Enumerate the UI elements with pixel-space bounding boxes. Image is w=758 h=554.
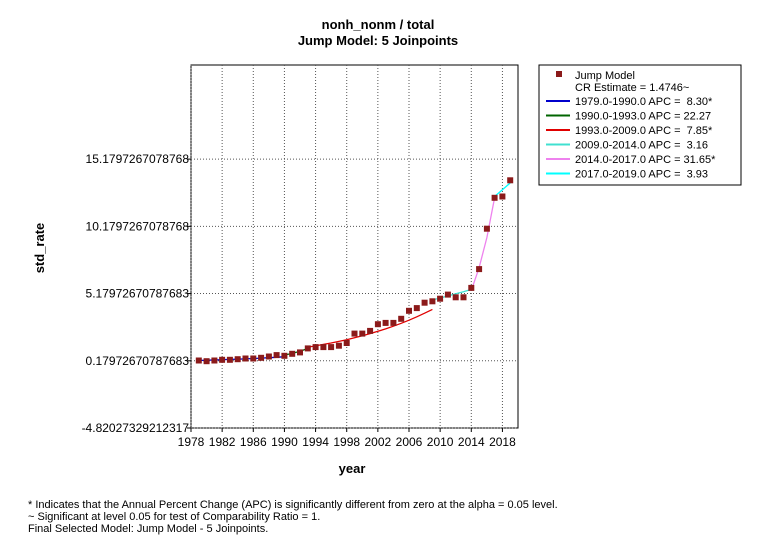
legend-entry: 2009.0-2014.0 APC = 3.16 (575, 140, 708, 152)
data-point (343, 340, 350, 346)
data-point (242, 355, 249, 362)
x-tick-label: 1986 (240, 435, 267, 449)
y-axis-ticks: -4.82027329212317 0.17972670787683 5.17972… (82, 152, 191, 435)
x-tick-label: 1990 (271, 435, 298, 449)
footnote-significance: * Indicates that the Annual Percent Chan… (28, 499, 558, 511)
x-tick-label: 1978 (178, 435, 205, 449)
footnote-final-model: Final Selected Model: Jump Model - 5 Joi… (28, 523, 269, 535)
chart-title: nonh_nonm / total (322, 17, 435, 32)
observed-markers (195, 177, 514, 365)
data-point (289, 350, 296, 357)
legend-entry: 2014.0-2017.0 APC = 31.65* (575, 154, 716, 166)
x-tick-label: 2006 (396, 435, 423, 449)
x-tick-label: 1998 (333, 435, 360, 449)
series-line (470, 197, 496, 291)
x-tick-label: 2018 (489, 435, 516, 449)
data-point (265, 353, 272, 360)
y-tick-label: 15.1797267078768 (86, 152, 190, 166)
data-point (351, 330, 358, 337)
data-point (460, 294, 467, 301)
y-tick-label: 0.17972670787683 (86, 354, 190, 368)
legend-entry: 2017.0-2019.0 APC = 3.93 (575, 169, 708, 181)
data-point (499, 193, 506, 200)
data-point (491, 194, 498, 201)
data-point (421, 299, 428, 306)
footnotes: * Indicates that the Annual Percent Chan… (28, 499, 558, 535)
footnote-comparability: ~ Significant at level 0.05 for test of … (28, 511, 321, 523)
data-point (320, 344, 327, 351)
x-tick-label: 2010 (427, 435, 454, 449)
series-line (284, 347, 309, 356)
x-tick-label: 2002 (365, 435, 392, 449)
legend-entry: 1993.0-2009.0 APC = 7.85* (575, 125, 713, 137)
data-point (195, 357, 202, 364)
data-point (281, 352, 288, 359)
data-point (211, 357, 218, 364)
data-point (328, 344, 335, 351)
x-tick-label: 1982 (209, 435, 236, 449)
data-point (406, 307, 412, 314)
y-tick-label: 5.17972670787683 (86, 287, 190, 301)
data-point (476, 266, 483, 273)
data-point (382, 319, 389, 326)
data-point (367, 327, 374, 334)
data-point (304, 345, 311, 352)
data-point (234, 356, 241, 363)
data-point (374, 321, 381, 328)
data-point (219, 356, 226, 363)
data-point (258, 354, 265, 361)
x-axis-label: year (339, 461, 366, 476)
legend-cr-estimate: CR Estimate = 1.4746~ (575, 82, 689, 94)
legend-entry: 1979.0-1990.0 APC = 8.30* (575, 96, 713, 108)
y-axis-label: std_rate (32, 223, 47, 274)
legend-box (538, 64, 742, 186)
data-point (483, 225, 490, 232)
data-point (437, 295, 444, 302)
data-point (429, 298, 436, 305)
data-point (390, 319, 397, 326)
plot-area (190, 64, 519, 429)
y-tick-label: -4.82027329212317 (82, 421, 190, 435)
series-line (494, 182, 511, 197)
data-point (312, 344, 319, 351)
data-point (413, 305, 420, 312)
legend: Jump Model CR Estimate = 1.4746~ 1979.0-… (538, 64, 742, 186)
legend-entry: 1990.0-1993.0 APC = 22.27 (575, 111, 711, 123)
data-point (507, 177, 514, 184)
data-point (335, 342, 342, 349)
data-point (398, 315, 405, 322)
x-tick-label: 1994 (302, 435, 329, 449)
data-point (297, 349, 303, 356)
x-tick-label: 2014 (458, 435, 485, 449)
y-tick-label: 10.1797267078768 (86, 219, 190, 233)
data-point (203, 358, 210, 365)
data-point (359, 330, 366, 337)
x-axis-ticks: 1978 1982 1986 1990 1994 1998 2002 2006 2010 2014… (178, 428, 516, 449)
legend-marker (556, 71, 562, 77)
legend-marker-label: Jump Model (575, 70, 635, 82)
data-point (452, 294, 459, 301)
data-point (468, 284, 475, 291)
data-point (226, 356, 233, 363)
data-point (273, 352, 280, 359)
data-point (444, 291, 451, 298)
data-point (250, 355, 257, 362)
chart-subtitle: Jump Model: 5 Joinpoints (298, 33, 458, 48)
